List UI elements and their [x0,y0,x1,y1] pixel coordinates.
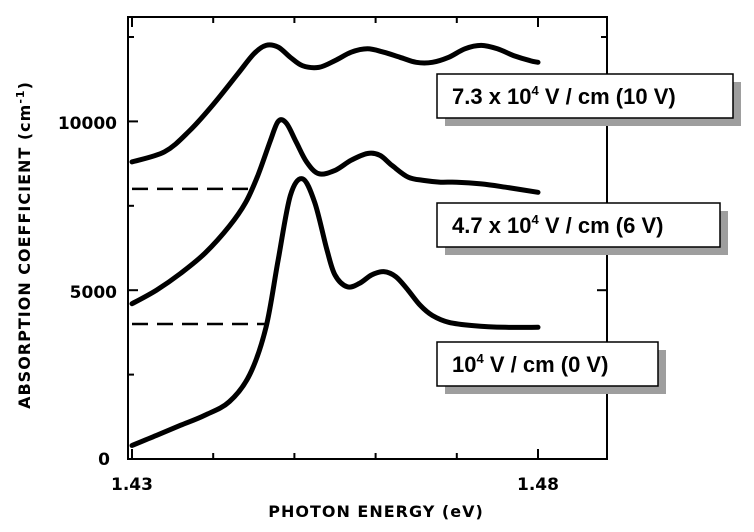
legend-label-6v: 4.7 x 104 V / cm (6 V) [452,212,663,238]
legend-6v-part2: V / cm (6 V) [539,213,664,238]
legend-0v-part2: V / cm (0 V) [484,352,609,377]
legend-box-0v: 104 V / cm (0 V) [436,341,666,394]
legend-6v-exp: 4 [532,212,540,227]
y-axis-unit-close: ) [15,81,34,89]
legend-box [436,341,659,387]
legend-label-0v: 104 V / cm (0 V) [452,351,608,377]
x-tick-label-1-43: 1.43 [111,475,153,495]
y-tick-label-10000: 10000 [58,114,117,134]
legend-label-10v: 7.3 x 104 V / cm (10 V) [452,83,676,109]
x-axis-title: PHOTON ENERGY (eV) [268,502,484,521]
legend-10v-exp: 4 [532,83,540,98]
x-tick-label-1-48: 1.48 [517,475,559,495]
series-line-2 [129,176,541,448]
y-axis-title-text: ABSORPTION COEFFICIENT [15,147,34,409]
legend-10v-part2: V / cm (10 V) [539,84,676,109]
series-line-0 [129,42,541,165]
legend-0v-part1: 10 [452,352,476,377]
legend-0v-exp: 4 [476,351,484,366]
legend-box-10v: 7.3 x 104 V / cm (10 V) [436,73,741,126]
y-tick-label-0: 0 [98,450,110,470]
legend-box [436,73,734,119]
y-tick-label-5000: 5000 [70,283,117,303]
baselines [132,187,269,326]
legend-box-6v: 4.7 x 104 V / cm (6 V) [436,202,728,255]
curves [129,42,541,448]
series-line-1 [129,117,541,307]
y-axis-title: ABSORPTION COEFFICIENT (cm-1) [14,81,34,409]
y-axis-unit-exp: -1 [14,89,27,103]
legend-10v-part1: 7.3 x 10 [452,84,532,109]
legend-6v-part1: 4.7 x 10 [452,213,532,238]
y-axis-unit-base: (cm [15,104,34,140]
legend-box [436,202,721,248]
